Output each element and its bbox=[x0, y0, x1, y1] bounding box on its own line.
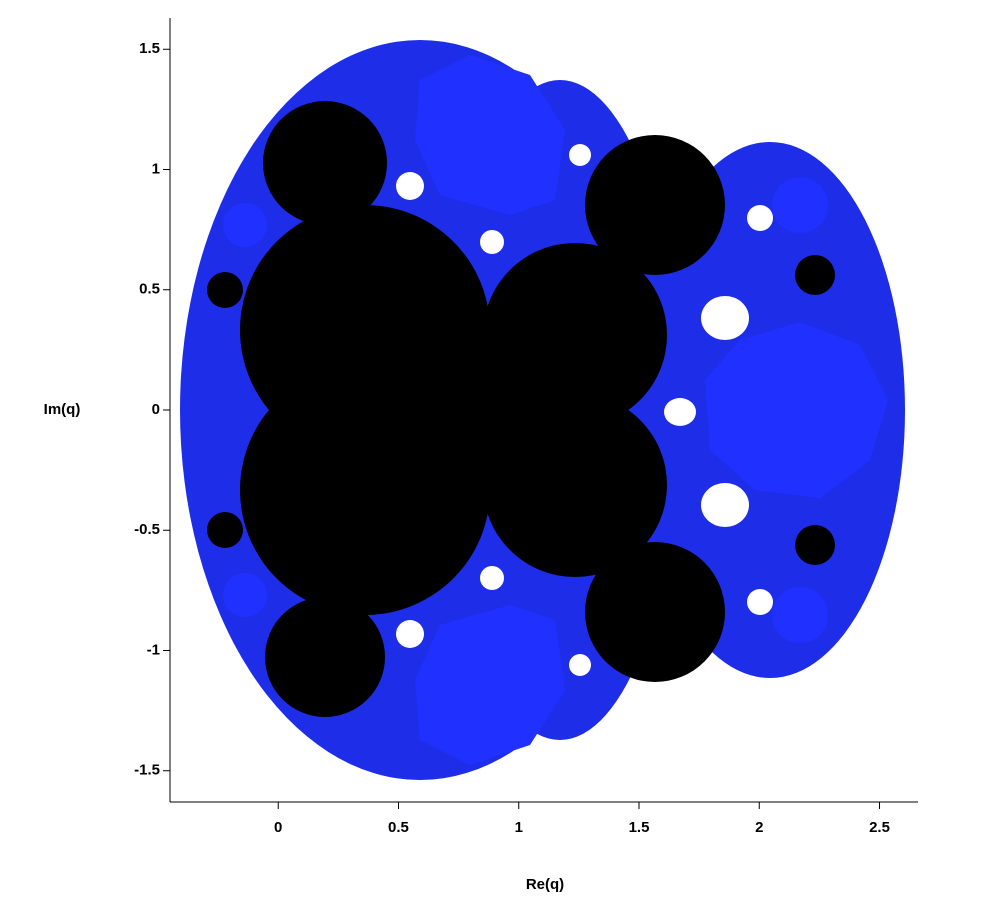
hole bbox=[396, 172, 424, 200]
hole bbox=[664, 398, 696, 426]
y-tick-label: 0.5 bbox=[139, 281, 160, 298]
y-axis-label: Im(q) bbox=[44, 401, 81, 418]
blue-patch bbox=[705, 322, 888, 498]
blue-patch bbox=[223, 203, 267, 247]
x-axis-label: Re(q) bbox=[526, 876, 564, 893]
x-tick-label: 0 bbox=[274, 819, 282, 836]
y-tick-label: -1.5 bbox=[134, 762, 160, 779]
black-bulb bbox=[265, 597, 385, 717]
x-tick-label: 0.5 bbox=[388, 819, 409, 836]
y-tick-label: 0 bbox=[152, 401, 160, 418]
hole bbox=[480, 566, 504, 590]
x-tick-label: 1.5 bbox=[629, 819, 650, 836]
x-tick-label: 2.5 bbox=[869, 819, 890, 836]
hole bbox=[701, 296, 749, 340]
hole bbox=[569, 144, 591, 166]
hole bbox=[569, 654, 591, 676]
blue-patch bbox=[772, 587, 828, 643]
blue-patch bbox=[223, 573, 267, 617]
hole bbox=[396, 620, 424, 648]
black-bulb bbox=[795, 255, 835, 295]
blue-patch bbox=[415, 55, 565, 215]
fractal bbox=[180, 40, 905, 780]
black-bulb bbox=[795, 525, 835, 565]
hole bbox=[747, 589, 773, 615]
black-bulb bbox=[263, 101, 387, 225]
blue-patch bbox=[772, 177, 828, 233]
hole bbox=[701, 483, 749, 527]
y-tick-label: 1 bbox=[152, 160, 160, 177]
y-tick-label: -1 bbox=[147, 641, 160, 658]
hole bbox=[747, 205, 773, 231]
black-bulb bbox=[585, 542, 725, 682]
black-bulb bbox=[360, 330, 570, 490]
x-tick-label: 1 bbox=[515, 819, 523, 836]
black-bulb bbox=[585, 135, 725, 275]
hole bbox=[480, 230, 504, 254]
x-tick-label: 2 bbox=[755, 819, 763, 836]
blue-patch bbox=[415, 605, 565, 765]
black-bulb bbox=[207, 272, 243, 308]
black-bulb bbox=[207, 512, 243, 548]
y-tick-label: 1.5 bbox=[139, 40, 160, 57]
y-tick-label: -0.5 bbox=[134, 521, 160, 538]
